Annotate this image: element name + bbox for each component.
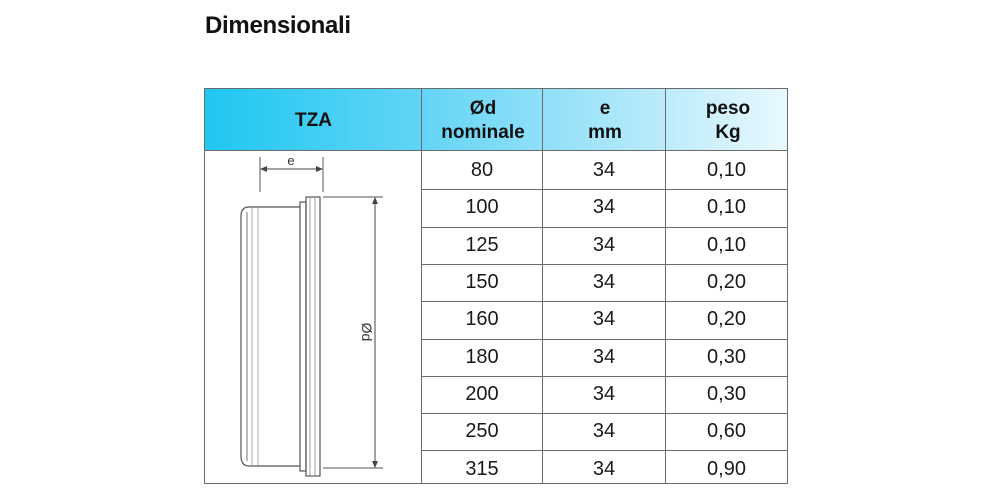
cell-weight: 0,30	[707, 382, 746, 405]
cell-weight: 0,10	[707, 159, 746, 182]
row-divider	[422, 450, 788, 451]
header-weight: peso Kg	[667, 89, 789, 152]
column-divider	[421, 88, 422, 484]
column-divider	[665, 88, 666, 484]
table-header-row: TZA Ød nominale e mm peso Kg	[204, 88, 788, 151]
header-diameter-line2: nominale	[441, 121, 525, 143]
cell-diameter: 180	[465, 345, 499, 368]
cell-e: 34	[592, 457, 616, 480]
header-e-line1: e	[599, 97, 611, 119]
page-title: Dimensionali	[205, 12, 351, 39]
left-border	[204, 151, 205, 484]
header-e: e mm	[544, 89, 666, 152]
header-weight-line2: Kg	[715, 121, 741, 143]
row-divider	[422, 227, 788, 228]
cell-e: 34	[592, 271, 616, 294]
row-divider	[422, 413, 788, 414]
cell-e: 34	[592, 196, 616, 219]
cell-e: 34	[592, 233, 616, 256]
header-e-line2: mm	[588, 121, 622, 143]
cell-weight: 0,10	[707, 196, 746, 219]
cell-diameter: 250	[465, 420, 499, 443]
cell-weight: 0,20	[707, 271, 746, 294]
dimension-e-label: e	[287, 153, 294, 168]
cell-diameter: 160	[465, 308, 499, 331]
cell-diameter: 125	[465, 233, 499, 256]
cell-weight: 0,20	[707, 308, 746, 331]
coupling-technical-drawing: e Ød	[240, 153, 383, 477]
bottom-border	[204, 483, 788, 484]
row-divider	[422, 301, 788, 302]
row-divider	[422, 376, 788, 377]
cell-weight: 0,60	[707, 420, 746, 443]
header-model: TZA	[205, 89, 422, 152]
right-border	[787, 88, 788, 484]
cell-diameter: 200	[465, 382, 499, 405]
header-diameter: Ød nominale	[423, 89, 543, 152]
cell-e: 34	[592, 159, 616, 182]
cell-weight: 0,30	[707, 345, 746, 368]
header-diameter-line1: Ød	[469, 97, 497, 119]
cell-e: 34	[592, 382, 616, 405]
cell-e: 34	[592, 420, 616, 443]
row-divider	[422, 339, 788, 340]
cell-diameter: 100	[465, 196, 499, 219]
cell-diameter: 315	[465, 457, 499, 480]
dimensions-table: TZA Ød nominale e mm peso Kg 80 34 0,10 100…	[204, 88, 788, 484]
cell-diameter: 80	[470, 159, 494, 182]
row-divider	[422, 189, 788, 190]
column-divider	[542, 88, 543, 484]
header-weight-line1: peso	[705, 97, 751, 119]
row-divider	[422, 264, 788, 265]
dimension-diameter-label: Ød	[359, 323, 375, 342]
cell-e: 34	[592, 345, 616, 368]
cell-e: 34	[592, 308, 616, 331]
cell-weight: 0,10	[707, 233, 746, 256]
header-model-label: TZA	[295, 109, 332, 131]
cell-diameter: 150	[465, 271, 499, 294]
cell-weight: 0,90	[707, 457, 746, 480]
